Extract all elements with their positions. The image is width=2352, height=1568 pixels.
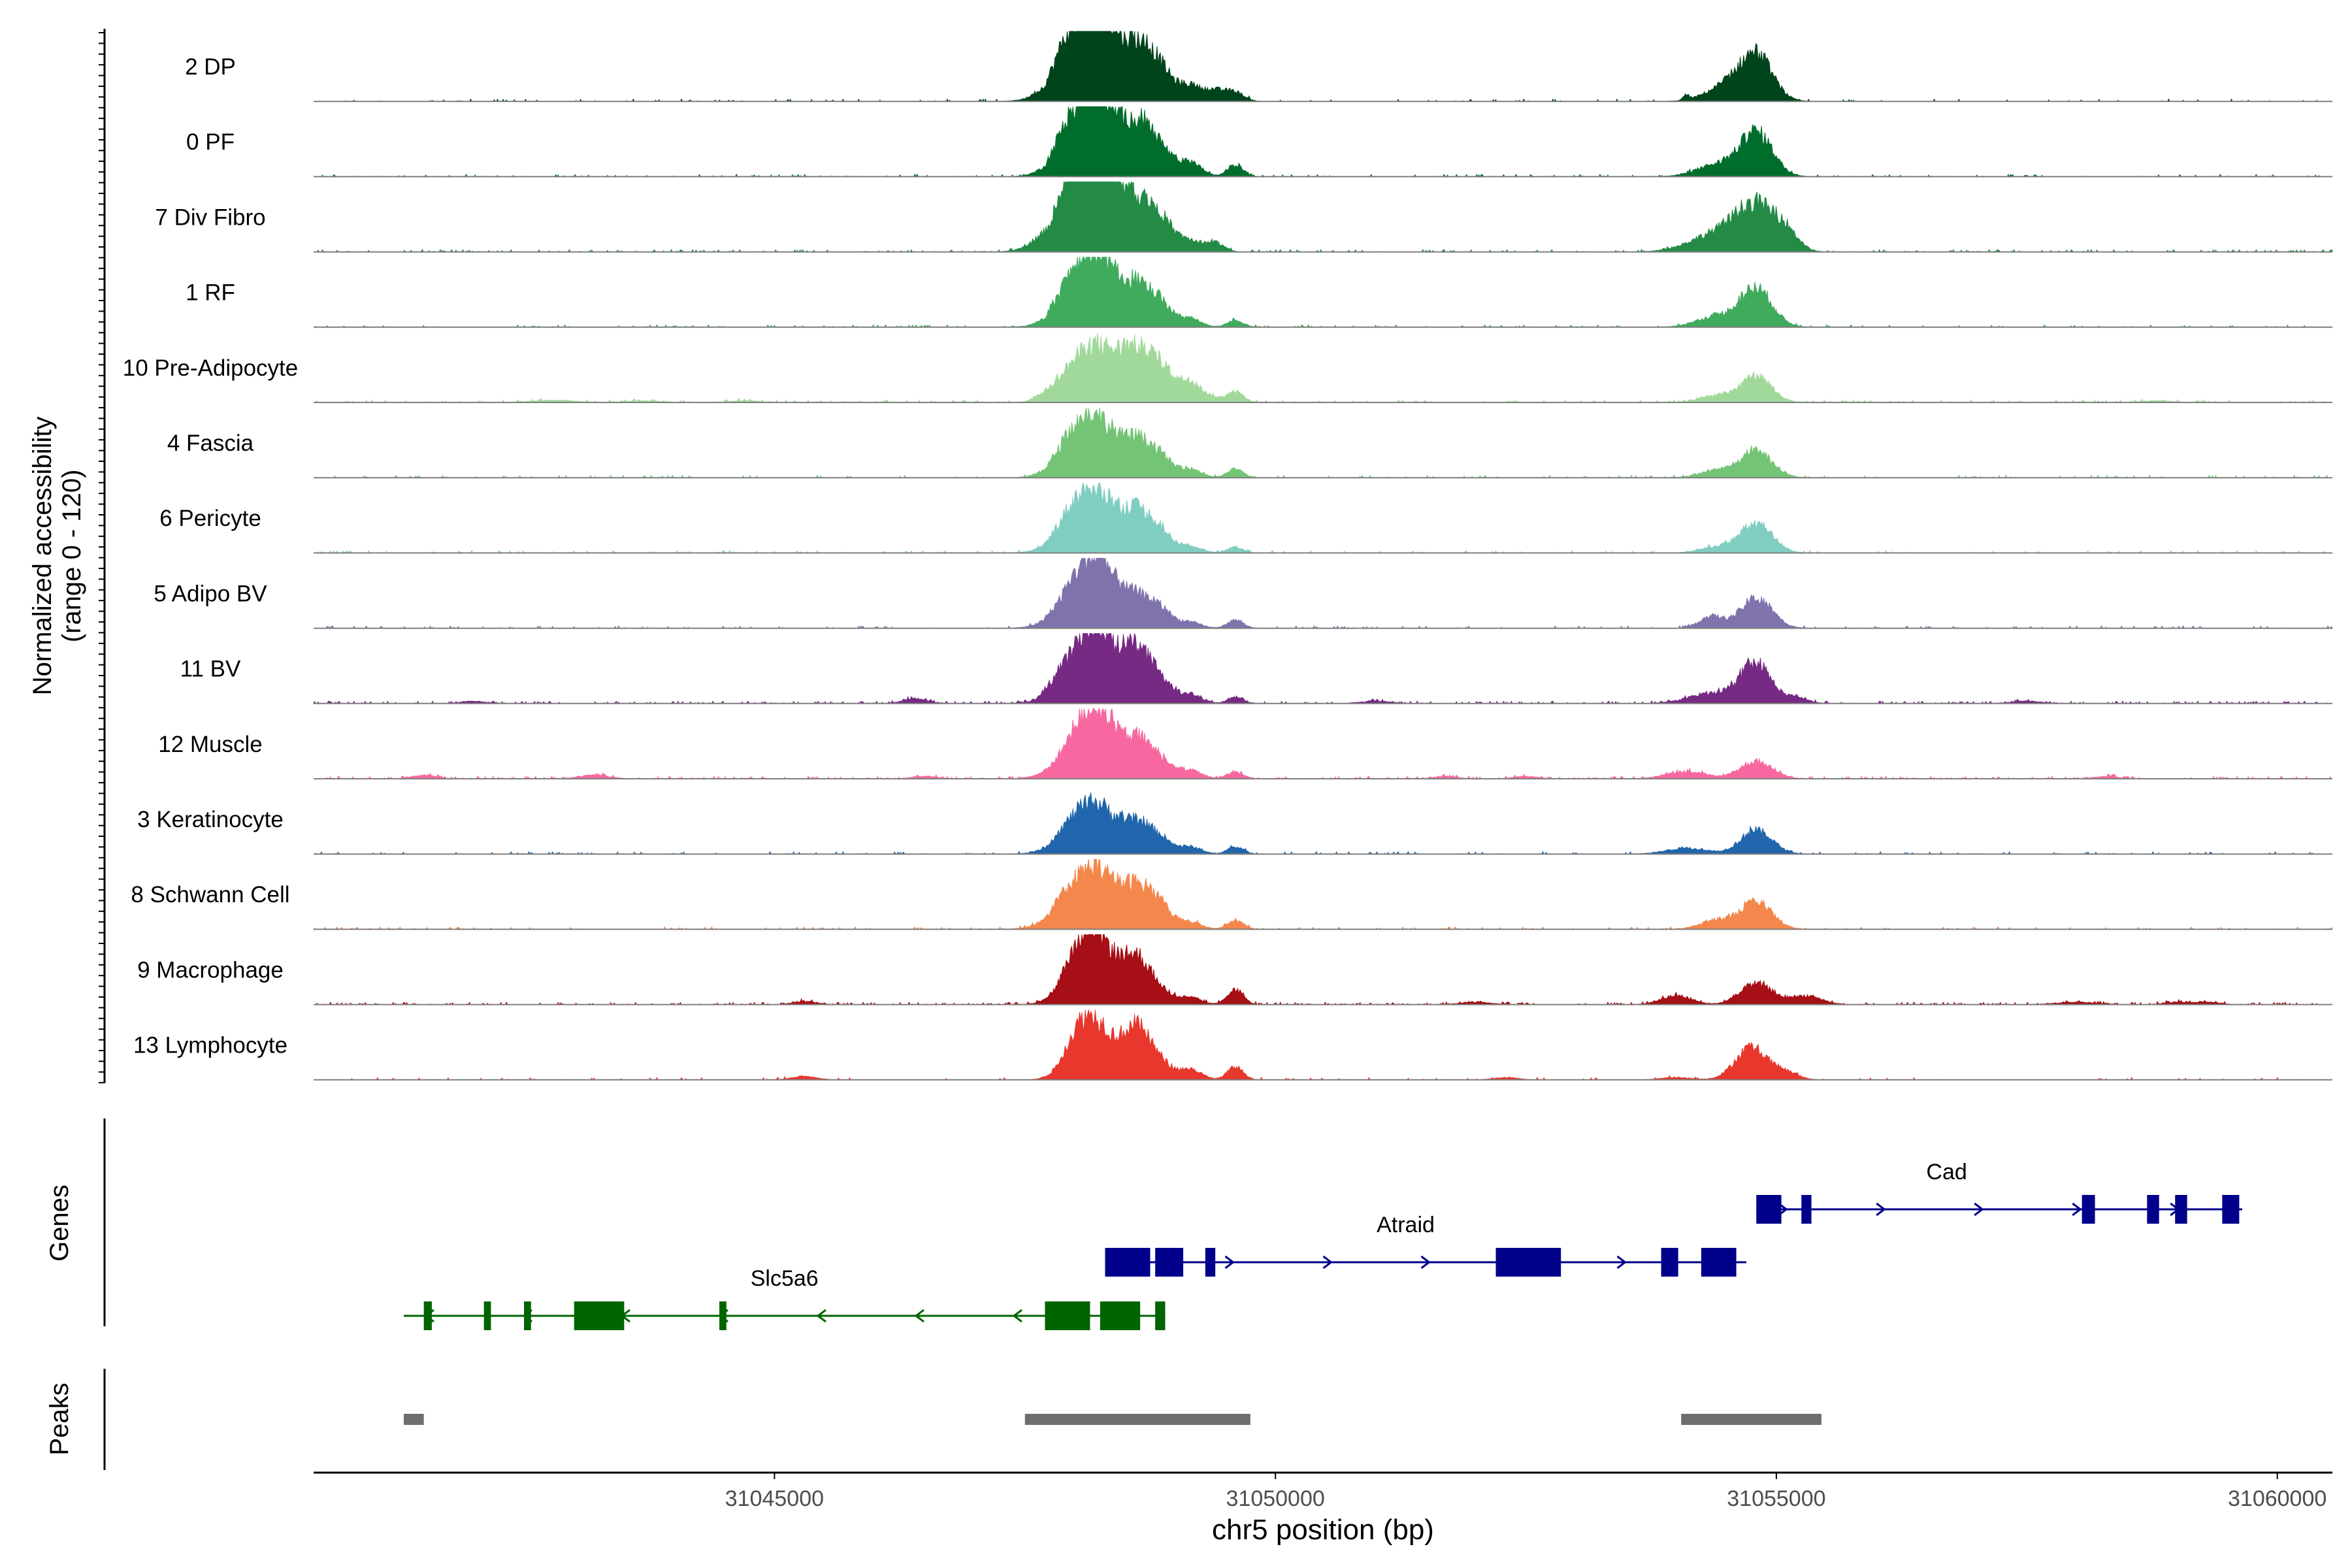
track-9: 11 BV (180, 632, 2332, 704)
track-14: 13 Lymphocyte (133, 1009, 2332, 1081)
coverage-area (314, 1009, 2332, 1081)
track-label: 7 Div Fibro (155, 204, 265, 230)
genes-panel-title: Genes (45, 1184, 74, 1262)
coverage-area (314, 31, 2332, 103)
track-13: 9 Macrophage (137, 934, 2332, 1005)
coverage-area (314, 407, 2332, 479)
track-label: 9 Macrophage (137, 957, 284, 983)
strand-chevron (1322, 1255, 1333, 1269)
peak-region (404, 1414, 424, 1425)
coverage-area (314, 557, 2333, 629)
track-5: 10 Pre-Adipocyte (123, 333, 2332, 404)
strand-chevron (914, 1309, 924, 1323)
exon (1205, 1248, 1216, 1277)
coverage-area (314, 333, 2332, 404)
peak-region (1681, 1414, 1821, 1425)
exon (1756, 1195, 1782, 1224)
track-4: 1 RF (186, 257, 2332, 328)
track-label: 2 DP (185, 54, 236, 80)
y-axis-title-line-2: (range 0 - 120) (57, 470, 86, 643)
x-axis-title: chr5 position (bp) (1212, 1514, 1434, 1546)
gene-cad: Cad (1756, 1160, 2242, 1224)
exon (1100, 1301, 1141, 1330)
exon (2082, 1195, 2095, 1224)
exon (1105, 1248, 1151, 1277)
peak-regions (404, 1414, 1821, 1425)
peaks-panel: Peaks (45, 1369, 106, 1470)
track-label: 1 RF (186, 280, 235, 306)
coverage-area (314, 934, 2332, 1005)
x-tick-label: 31050000 (1226, 1486, 1325, 1511)
strand-chevron (1420, 1255, 1431, 1269)
gene-name-label: Cad (1926, 1160, 1967, 1184)
track-6: 4 Fascia (167, 407, 2332, 479)
gene-slc5a6: Slc5a6 (404, 1266, 1166, 1330)
genes-panel: Genes (45, 1119, 106, 1326)
exon (1155, 1248, 1184, 1277)
gene-name-label: Atraid (1377, 1213, 1435, 1237)
gene-atraid: Atraid (1105, 1213, 1746, 1277)
exon (574, 1301, 625, 1330)
x-axis: 31045000 31050000 31055000 31060000 (314, 1471, 2332, 1511)
coverage-tracks: 2 DP 0 PF 7 Div Fibro 1 RF 10 Pre-Adipocyte 4… (123, 31, 2333, 1081)
track-10: 12 Muscle (158, 708, 2332, 780)
track-label: 6 Pericyte (159, 506, 261, 531)
track-label: 4 Fascia (167, 431, 254, 456)
track-3: 7 Div Fibro (155, 181, 2333, 253)
peaks-panel-title: Peaks (45, 1382, 74, 1455)
exon (2222, 1195, 2240, 1224)
track-1: 2 DP (185, 31, 2332, 103)
strand-chevron (1876, 1202, 1886, 1217)
coverage-area (314, 792, 2332, 855)
y-axis-title-line-1: Normalized accessibility (28, 417, 57, 696)
coverage-area (314, 257, 2332, 328)
strand-chevron (1616, 1255, 1627, 1269)
track-label: 12 Muscle (158, 732, 263, 757)
exon (483, 1301, 491, 1330)
track-12: 8 Schwann Cell (131, 858, 2333, 930)
track-label: 0 PF (186, 129, 235, 155)
exon (719, 1301, 727, 1330)
strand-chevron (1012, 1309, 1022, 1323)
exon (2147, 1195, 2159, 1224)
strand-chevron (816, 1309, 826, 1323)
coverage-area (313, 632, 2332, 704)
exon (2175, 1195, 2187, 1224)
track-label: 5 Adipo BV (154, 581, 267, 606)
coverage-area (312, 858, 2333, 930)
gene-models: Slc5a6 Atraid Cad (404, 1160, 2242, 1330)
exon (1661, 1248, 1678, 1277)
track-2: 0 PF (186, 106, 2332, 178)
track-8: 5 Adipo BV (154, 557, 2333, 629)
track-11: 3 Keratinocyte (137, 792, 2332, 855)
peak-region (1024, 1414, 1250, 1425)
exon (1701, 1248, 1737, 1277)
strand-chevron (2072, 1202, 2082, 1217)
exon (423, 1301, 432, 1330)
exon (1801, 1195, 1812, 1224)
strand-chevron (1224, 1255, 1235, 1269)
track-label: 13 Lymphocyte (133, 1033, 287, 1058)
gene-name-label: Slc5a6 (751, 1266, 819, 1291)
track-y-axis (99, 29, 106, 1084)
exon (524, 1301, 531, 1330)
exon (1045, 1301, 1090, 1330)
track-label: 8 Schwann Cell (131, 882, 289, 907)
track-label: 11 BV (180, 657, 241, 682)
exon (1155, 1301, 1166, 1330)
x-tick-label: 31060000 (2228, 1486, 2327, 1511)
coverage-area (314, 106, 2332, 178)
coverage-area (314, 482, 2332, 554)
exon (1495, 1248, 1561, 1277)
track-label: 10 Pre-Adipocyte (123, 355, 298, 381)
coverage-area (314, 708, 2332, 780)
x-tick-label: 31055000 (1727, 1486, 1825, 1511)
x-tick-label: 31045000 (725, 1486, 824, 1511)
coverage-area (314, 181, 2333, 253)
track-label: 3 Keratinocyte (137, 807, 284, 832)
strand-chevron (1974, 1202, 1984, 1217)
track-7: 6 Pericyte (159, 482, 2332, 554)
